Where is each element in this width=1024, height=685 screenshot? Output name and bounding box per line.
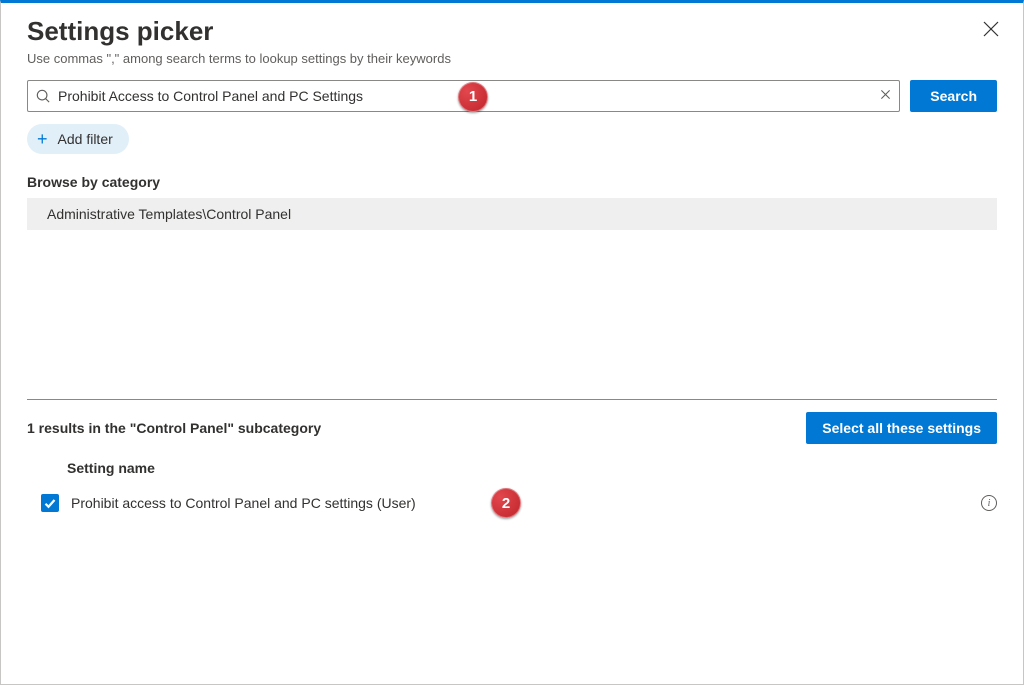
clear-search-button[interactable] [878, 86, 893, 105]
annotation-badge-2: 2 [491, 488, 521, 518]
plus-icon: + [37, 130, 48, 148]
close-icon [983, 21, 999, 37]
category-row[interactable]: Administrative Templates\Control Panel [27, 198, 997, 230]
add-filter-button[interactable]: + Add filter [27, 124, 129, 154]
clear-icon [880, 89, 891, 100]
search-button[interactable]: Search [910, 80, 997, 112]
close-button[interactable] [979, 17, 1003, 44]
page-title: Settings picker [27, 15, 451, 49]
column-header-setting-name: Setting name [27, 454, 997, 486]
result-row[interactable]: Prohibit access to Control Panel and PC … [1, 486, 1023, 520]
search-field-wrap: 1 [27, 80, 900, 112]
add-filter-label: Add filter [58, 131, 113, 147]
result-label: Prohibit access to Control Panel and PC … [71, 495, 416, 511]
search-input[interactable] [50, 88, 878, 104]
info-icon[interactable]: i [981, 495, 997, 511]
search-icon [36, 89, 50, 103]
result-checkbox[interactable] [41, 494, 59, 512]
select-all-button[interactable]: Select all these settings [806, 412, 997, 444]
page-subtitle: Use commas "," among search terms to loo… [27, 51, 451, 66]
results-summary: 1 results in the "Control Panel" subcate… [27, 420, 321, 436]
browse-label: Browse by category [27, 174, 997, 190]
check-icon [44, 497, 56, 509]
